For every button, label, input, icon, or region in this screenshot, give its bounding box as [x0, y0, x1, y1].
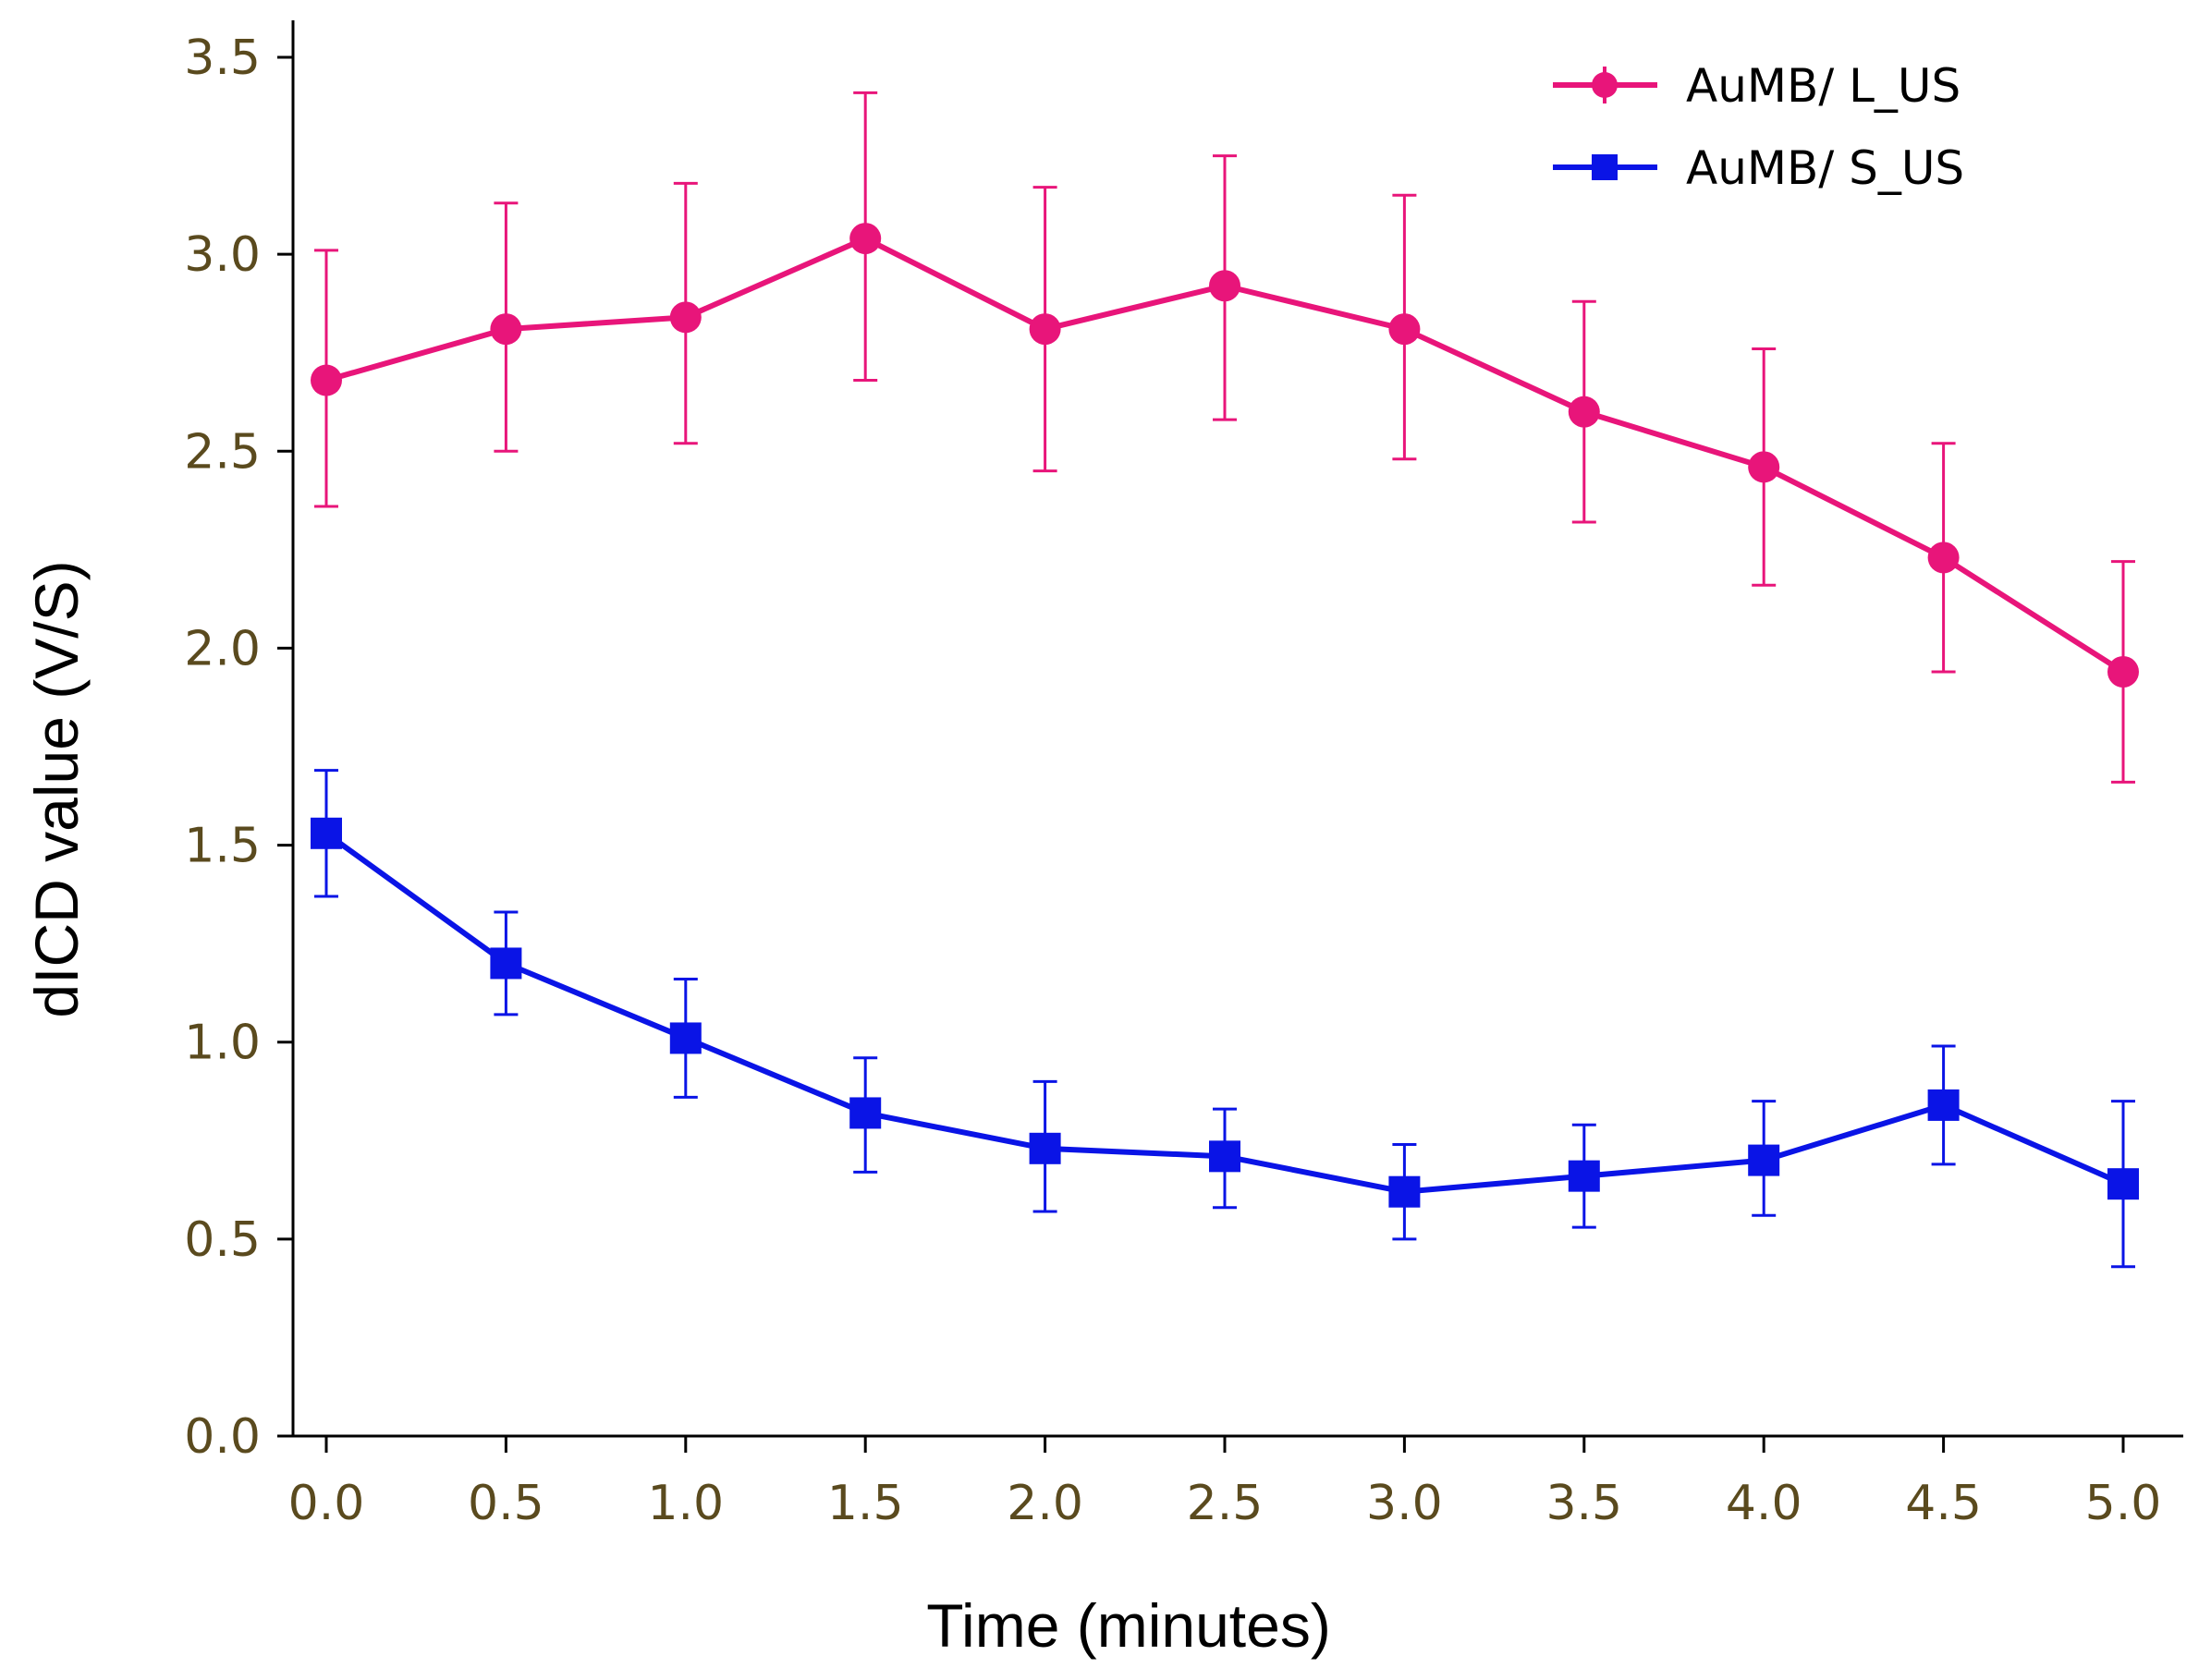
legend-label-s-us: AuMB/ S_US	[1686, 141, 1964, 195]
data-point-1-9	[1927, 1089, 1960, 1121]
data-point-0-3	[849, 223, 882, 255]
data-point-1-4	[1029, 1132, 1061, 1164]
data-point-0-5	[1209, 270, 1240, 302]
series-1-markers	[311, 817, 2139, 1208]
legend-item-l-us: AuMB/ L_US	[1553, 59, 1961, 113]
data-point-1-8	[1748, 1144, 1780, 1176]
legend-item-s-us: AuMB/ S_US	[1553, 141, 1964, 195]
series-1	[311, 769, 2139, 1269]
data-point-1-6	[1388, 1175, 1421, 1208]
x-tick-label-3: 1.5	[827, 1476, 904, 1531]
data-point-1-1	[490, 947, 522, 980]
data-point-0-6	[1388, 313, 1421, 346]
data-point-0-10	[2107, 656, 2139, 688]
y-tick-label-0: 0.0	[184, 1409, 261, 1465]
data-point-1-7	[1568, 1160, 1600, 1192]
data-point-0-2	[669, 301, 702, 334]
x-tick-label-9: 4.5	[1905, 1476, 1982, 1531]
series-layer	[311, 91, 2139, 1269]
axes	[291, 20, 2183, 1438]
series-0-error-bars	[314, 91, 2135, 784]
x-tick-label-7: 3.5	[1545, 1476, 1622, 1531]
data-point-0-7	[1568, 396, 1600, 428]
data-point-1-5	[1209, 1140, 1240, 1173]
y-tick-label-5: 2.5	[184, 424, 261, 480]
data-point-0-1	[490, 313, 522, 346]
y-tick-label-3: 1.5	[184, 819, 261, 874]
series-0	[311, 91, 2139, 784]
x-tick-label-2: 1.0	[647, 1476, 724, 1531]
y-tick-label-2: 1.0	[184, 1016, 261, 1071]
legend-label-l-us: AuMB/ L_US	[1686, 59, 1961, 113]
data-point-1-0	[311, 817, 342, 849]
x-tick-label-8: 4.0	[1726, 1476, 1802, 1531]
x-tick-label-1: 0.5	[468, 1476, 544, 1531]
data-point-0-8	[1748, 451, 1780, 483]
y-tick-label-1: 0.5	[184, 1212, 261, 1268]
y-tick-label-7: 3.5	[184, 30, 261, 86]
x-tick-label-10: 5.0	[2085, 1476, 2162, 1531]
data-point-1-10	[2107, 1168, 2139, 1200]
series-1-error-bars	[314, 769, 2135, 1269]
y-axis-title: dICD value (V/S)	[22, 560, 91, 1017]
x-tick-label-4: 2.0	[1007, 1476, 1083, 1531]
y-ticks: 0.0 0.5 1.0 1.5 2.0 2.5 3.0 3.5	[184, 30, 293, 1465]
legend: AuMB/ L_US AuMB/ S_US	[1553, 59, 1964, 195]
x-axis-title: Time (minutes)	[926, 1591, 1331, 1660]
x-ticks: 0.0 0.5 1.0 1.5 2.0 2.5 3.0 3.5 4.0 4.5 5.0	[288, 1436, 2162, 1531]
data-point-0-4	[1029, 313, 1061, 346]
x-tick-label-5: 2.5	[1187, 1476, 1264, 1531]
series-0-markers	[311, 223, 2139, 688]
y-tick-label-4: 2.0	[184, 621, 261, 676]
data-point-1-2	[669, 1022, 702, 1054]
data-point-0-9	[1927, 542, 1960, 574]
legend-marker-s-us	[1592, 154, 1618, 180]
data-point-0-0	[311, 364, 342, 396]
x-tick-label-0: 0.0	[288, 1476, 365, 1531]
data-point-1-3	[849, 1097, 882, 1129]
y-tick-label-6: 3.0	[184, 227, 261, 283]
x-tick-label-6: 3.0	[1366, 1476, 1443, 1531]
